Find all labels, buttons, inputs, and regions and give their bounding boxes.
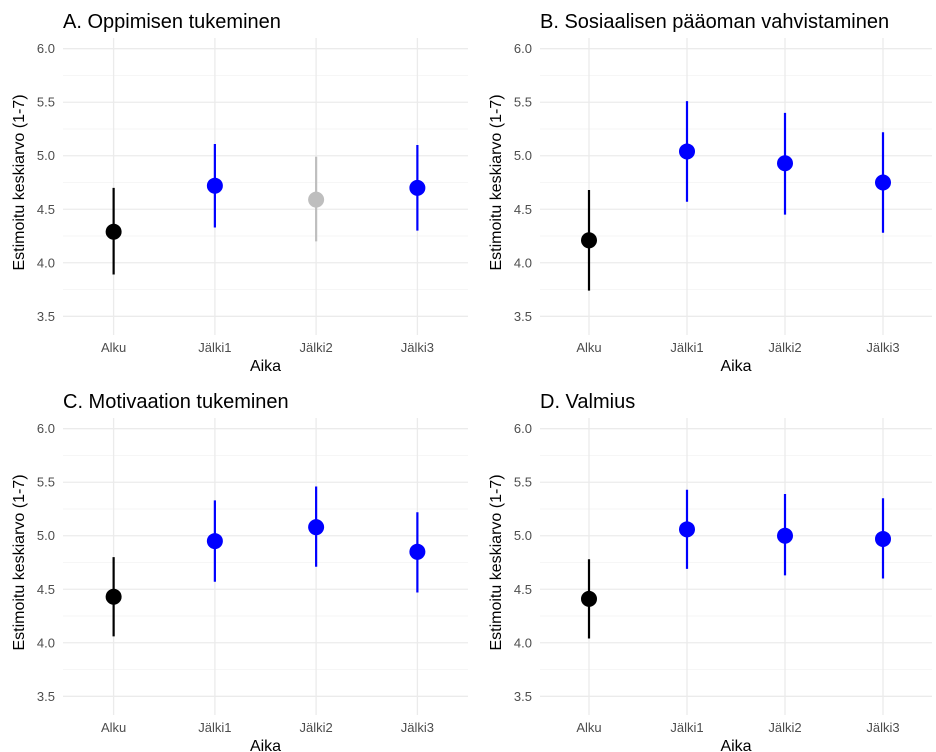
panel-title: B. Sosiaalisen pääoman vahvistaminen xyxy=(540,11,889,33)
y-tick-label: 5.0 xyxy=(514,148,532,163)
x-tick-label: Jälki2 xyxy=(300,720,333,735)
y-tick-label: 4.5 xyxy=(514,202,532,217)
panel-2: 3.5 4.0 4.5 5.0 5.5 6.0 Alku Jälki1 Jälki2 Jälki3… xyxy=(11,391,468,752)
data-point xyxy=(875,530,891,547)
y-tick-label: 5.0 xyxy=(37,528,55,543)
y-tick-label: 4.0 xyxy=(514,255,532,270)
x-axis-title: Aika xyxy=(720,738,751,752)
y-tick-label: 6.0 xyxy=(37,41,55,56)
x-tick-label: Jälki1 xyxy=(670,720,703,735)
data-point xyxy=(105,588,122,605)
y-tick-label: 3.5 xyxy=(37,309,55,324)
x-tick-label: Jälki3 xyxy=(866,340,899,355)
panel-3: 3.5 4.0 4.5 5.0 5.5 6.0 Alku Jälki1 Jälki2 Jälki3… xyxy=(488,391,932,752)
x-tick-label: Jälki1 xyxy=(670,340,703,355)
data-point xyxy=(581,590,597,607)
y-axis-title: Estimoitu keskiarvo (1-7) xyxy=(488,94,505,270)
x-tick-label: Alku xyxy=(576,720,601,735)
y-axis-title: Estimoitu keskiarvo (1-7) xyxy=(11,474,28,650)
data-point xyxy=(206,533,223,550)
y-tick-label: 5.5 xyxy=(514,95,532,110)
y-tick-label: 4.0 xyxy=(514,635,532,650)
x-axis-title: Aika xyxy=(250,738,281,752)
x-tick-label: Alku xyxy=(101,340,126,355)
y-tick-label: 5.5 xyxy=(37,95,55,110)
data-point xyxy=(777,527,793,544)
panel-title: A. Oppimisen tukeminen xyxy=(63,11,281,33)
data-point xyxy=(875,174,891,191)
y-tick-label: 6.0 xyxy=(514,421,532,436)
data-point xyxy=(308,519,325,536)
data-point xyxy=(777,155,793,172)
data-point xyxy=(105,223,122,240)
panel-title: D. Valmius xyxy=(540,391,635,413)
data-point xyxy=(308,191,325,208)
y-tick-label: 5.5 xyxy=(37,475,55,490)
panel-title: C. Motivaation tukeminen xyxy=(63,391,289,413)
y-tick-label: 5.5 xyxy=(514,475,532,490)
y-tick-label: 6.0 xyxy=(37,421,55,436)
x-tick-label: Jälki3 xyxy=(401,340,434,355)
x-tick-label: Alku xyxy=(101,720,126,735)
y-tick-label: 5.0 xyxy=(37,148,55,163)
x-tick-label: Jälki1 xyxy=(198,720,231,735)
y-tick-label: 3.5 xyxy=(514,309,532,324)
data-point xyxy=(409,543,426,560)
panel-0: 3.5 4.0 4.5 5.0 5.5 6.0 Alku Jälki1 Jälki2 Jälki3… xyxy=(11,11,468,375)
y-tick-label: 5.0 xyxy=(514,528,532,543)
x-tick-label: Jälki3 xyxy=(401,720,434,735)
data-point xyxy=(581,232,597,249)
y-tick-label: 4.5 xyxy=(37,202,55,217)
y-axis-title: Estimoitu keskiarvo (1-7) xyxy=(11,94,28,270)
y-tick-label: 4.0 xyxy=(37,635,55,650)
data-point xyxy=(679,143,695,160)
data-point xyxy=(206,177,223,194)
data-point xyxy=(409,179,426,196)
panel-1: 3.5 4.0 4.5 5.0 5.5 6.0 Alku Jälki1 Jälki2 Jälki3… xyxy=(488,11,932,375)
x-tick-label: Jälki2 xyxy=(768,720,801,735)
data-point xyxy=(679,521,695,538)
x-tick-label: Jälki1 xyxy=(198,340,231,355)
x-tick-label: Alku xyxy=(576,340,601,355)
y-tick-label: 4.5 xyxy=(514,582,532,597)
y-tick-label: 3.5 xyxy=(514,689,532,704)
y-tick-label: 3.5 xyxy=(37,689,55,704)
y-tick-label: 4.0 xyxy=(37,255,55,270)
x-tick-label: Jälki2 xyxy=(768,340,801,355)
x-axis-title: Aika xyxy=(720,358,751,375)
x-tick-label: Jälki3 xyxy=(866,720,899,735)
y-tick-label: 6.0 xyxy=(514,41,532,56)
y-axis-title: Estimoitu keskiarvo (1-7) xyxy=(488,474,505,650)
x-axis-title: Aika xyxy=(250,358,281,375)
y-tick-label: 4.5 xyxy=(37,582,55,597)
x-tick-label: Jälki2 xyxy=(300,340,333,355)
